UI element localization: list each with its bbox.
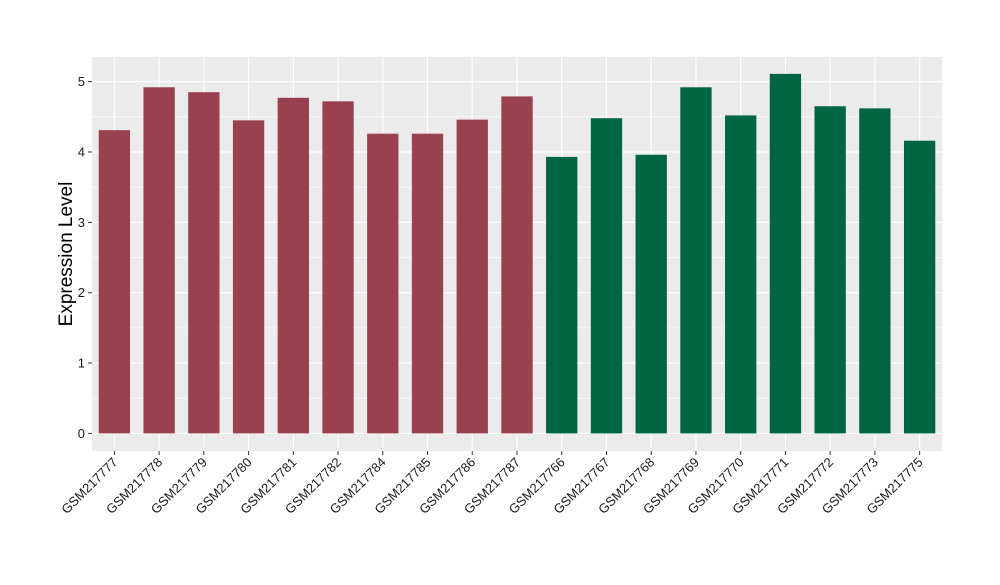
bar: [859, 108, 891, 434]
bar: [725, 115, 757, 434]
y-tick-label: 5: [78, 74, 85, 89]
y-tick-label: 3: [78, 215, 85, 230]
bar: [188, 92, 220, 434]
bar: [903, 140, 936, 434]
bar: [367, 133, 399, 434]
bar: [814, 106, 846, 434]
bar: [546, 156, 578, 434]
bar: [143, 87, 175, 434]
bars-group: [98, 73, 936, 434]
bar: [411, 133, 444, 434]
y-tick-label: 0: [78, 426, 85, 441]
y-tick-label: 2: [78, 285, 85, 300]
y-tick-label: 1: [78, 356, 85, 371]
y-tick-label: 4: [78, 144, 85, 159]
bar: [98, 130, 131, 434]
bar: [277, 97, 309, 434]
bar: [635, 154, 667, 434]
y-axis: 0 1 2 3 4 5: [78, 74, 92, 441]
bar: [456, 119, 488, 434]
bar: [680, 87, 712, 434]
bar: [501, 96, 533, 434]
bar: [232, 120, 265, 434]
y-axis-title: Expression Level: [56, 182, 77, 327]
bar: [590, 118, 623, 434]
x-axis: GSM217777GSM217778GSM217779GSM217780GSM2…: [58, 451, 926, 517]
bar: [322, 101, 354, 434]
bar: [769, 73, 802, 434]
